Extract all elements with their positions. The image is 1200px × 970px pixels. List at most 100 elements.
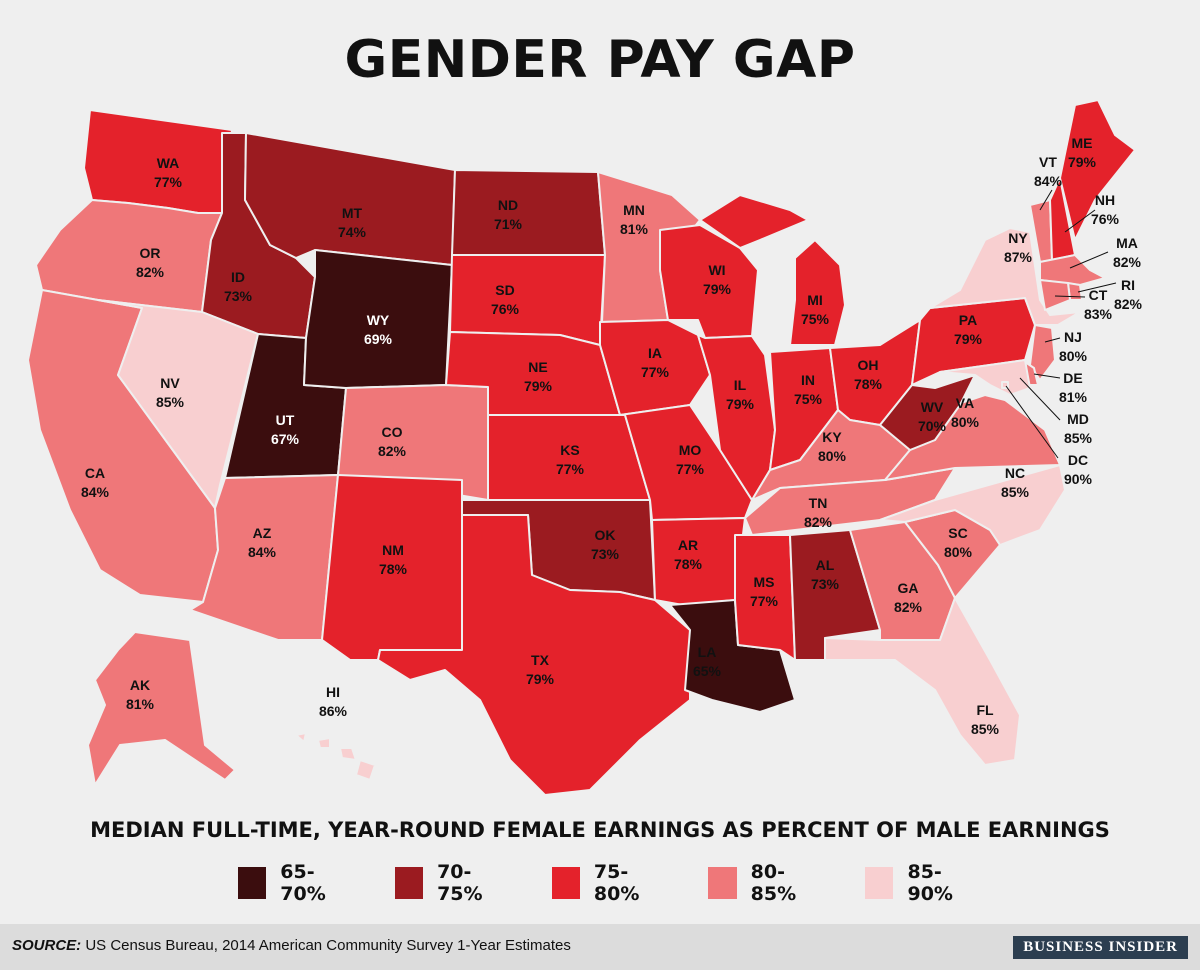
label-sd: SD 76% (491, 282, 520, 317)
label-ny: NY 87% (1004, 230, 1033, 265)
label-me: ME 79% (1068, 135, 1097, 170)
legend-item: 85-90% (865, 861, 978, 905)
label-tx: TX 79% (526, 652, 555, 687)
leader-vt (1039, 189, 1053, 211)
legend-swatch (708, 867, 737, 899)
label-mo: MO 77% (676, 442, 705, 477)
label-ky: KY 80% (818, 429, 847, 464)
label-wv: WV 70% (918, 399, 947, 434)
label-ri: RI 82% (1114, 277, 1143, 312)
state-tx[interactable] (377, 514, 691, 796)
label-ut: UT 67% (271, 412, 300, 447)
label-ct: CT 83% (1084, 287, 1113, 322)
label-nd: ND 71% (494, 197, 523, 232)
state-mi[interactable] (699, 194, 846, 346)
leader-ct (1054, 295, 1086, 298)
label-mi: MI 75% (801, 292, 830, 327)
legend-swatch (394, 867, 424, 899)
label-al: AL 73% (811, 557, 840, 592)
state-nd[interactable] (451, 169, 606, 256)
label-ma: MA 82% (1113, 235, 1142, 270)
legend-label: 70-75% (437, 861, 483, 905)
label-ga: GA 82% (894, 580, 923, 615)
label-md: MD 85% (1064, 411, 1093, 446)
label-mn: MN 81% (620, 202, 649, 237)
label-in: IN 75% (794, 372, 823, 407)
state-mt[interactable] (244, 132, 456, 266)
label-dc: DC 90% (1064, 452, 1093, 487)
label-nm: NM 78% (379, 542, 408, 577)
legend-label: 85-90% (907, 861, 953, 905)
state-tn[interactable] (744, 467, 956, 536)
legend-item: 65-70% (238, 861, 351, 905)
legend-label: 75-80% (593, 861, 640, 905)
state-nj[interactable] (1029, 324, 1056, 381)
legend-item: 70-75% (394, 861, 508, 905)
label-ms: MS 77% (750, 574, 779, 609)
state-ak[interactable] (87, 631, 236, 786)
label-wy: WY 69% (364, 312, 393, 347)
legend: 65-70% 70-75% 75-80% 80-85% 85-90% (238, 861, 978, 905)
label-hi: HI 86% (319, 684, 348, 719)
leader-de (1033, 373, 1061, 379)
label-nc: NC 85% (1001, 465, 1030, 500)
label-id: ID 73% (224, 269, 253, 304)
legend-swatch (865, 867, 894, 899)
business-insider-logo: BUSINESS INSIDER (1013, 936, 1188, 959)
leader-ma (1069, 251, 1109, 269)
leader-dc (1005, 385, 1059, 459)
legend-label: 65-70% (280, 861, 326, 905)
label-tn: TN 82% (804, 495, 833, 530)
state-wv[interactable] (879, 374, 976, 451)
footer: SOURCE: US Census Bureau, 2014 American … (0, 924, 1200, 970)
legend-swatch (551, 867, 580, 899)
legend-swatch (238, 867, 267, 899)
label-nj: NJ 80% (1059, 329, 1088, 364)
label-pa: PA 79% (954, 312, 983, 347)
label-fl: FL 85% (971, 702, 1000, 737)
label-oh: OH 78% (854, 357, 883, 392)
label-az: AZ 84% (248, 525, 277, 560)
source-prefix: SOURCE: (12, 937, 82, 954)
label-wa: WA 77% (154, 155, 183, 190)
leader-md (1019, 377, 1061, 421)
label-va: VA 80% (951, 395, 980, 430)
label-ks: KS 77% (556, 442, 585, 477)
label-co: CO 82% (378, 424, 407, 459)
state-me[interactable] (1059, 99, 1136, 241)
state-nv[interactable] (97, 299, 259, 509)
label-ok: OK 73% (591, 527, 620, 562)
label-ne: NE 79% (524, 359, 553, 394)
label-wi: WI 79% (703, 262, 732, 297)
label-la: LA 65% (693, 644, 722, 679)
label-mt: MT 74% (338, 205, 367, 240)
label-ar: AR 78% (674, 537, 703, 572)
label-or: OR 82% (136, 245, 165, 280)
source-text: US Census Bureau, 2014 American Communit… (81, 937, 571, 954)
leader-nh (1064, 209, 1096, 233)
label-nv: NV 85% (156, 375, 185, 410)
state-hi[interactable] (295, 732, 376, 781)
legend-item: 80-85% (708, 861, 821, 905)
label-sc: SC 80% (944, 525, 973, 560)
state-nc[interactable] (879, 464, 1066, 546)
label-nh: NH 76% (1091, 192, 1120, 227)
source-note: SOURCE: US Census Bureau, 2014 American … (12, 937, 571, 954)
label-ca: CA 84% (81, 465, 110, 500)
legend-item: 75-80% (551, 861, 665, 905)
label-de: DE 81% (1059, 370, 1088, 405)
map-subtitle: MEDIAN FULL-TIME, YEAR-ROUND FEMALE EARN… (90, 818, 1110, 842)
us-map: WA 77% OR 82% CA 84% ID 73% NV 85% UT 67% AZ 84… (27, 99, 1143, 796)
leader-ri (1077, 282, 1117, 293)
label-il: IL 79% (726, 377, 755, 412)
state-sd[interactable] (449, 254, 606, 346)
leader-nj (1044, 337, 1061, 343)
state-ia[interactable] (599, 319, 711, 416)
label-ia: IA 77% (641, 345, 670, 380)
label-vt: VT 84% (1034, 154, 1063, 189)
legend-label: 80-85% (750, 861, 797, 905)
state-ct[interactable] (1039, 279, 1071, 311)
state-fl[interactable] (824, 597, 1021, 766)
label-ak: AK 81% (126, 677, 155, 712)
map-title: GENDER PAY GAP (344, 30, 856, 90)
